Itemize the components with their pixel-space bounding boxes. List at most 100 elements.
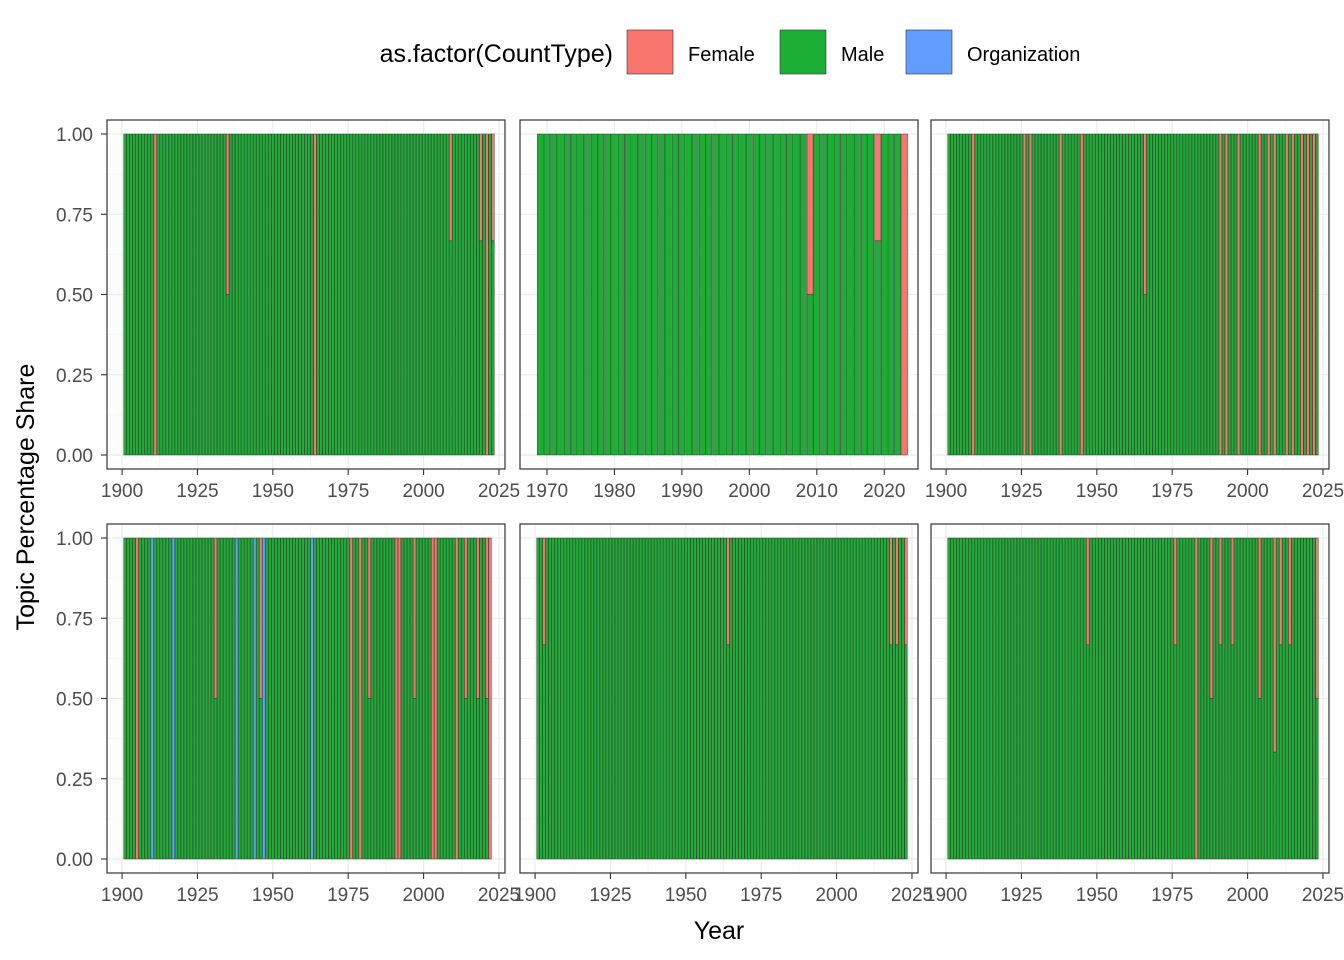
bar-1902-male [539, 537, 543, 860]
bar-1980-male [774, 537, 778, 860]
bar-1912-male [156, 133, 160, 456]
bar-1927-male [614, 537, 619, 860]
legend-key-female [626, 29, 674, 75]
bar-1997-male [825, 537, 830, 860]
bar-1997-male [1236, 537, 1241, 860]
y-tick-label: 0.25 [56, 366, 93, 387]
bar-1919-male [177, 133, 181, 456]
bar-1933-male [219, 133, 224, 456]
bar-1985-male [1200, 537, 1204, 860]
bar-1976-male [1173, 133, 1177, 456]
bar-1930-male [210, 133, 215, 456]
bar-1983-male [370, 537, 374, 860]
bar-1902-male [950, 537, 954, 860]
bar-1947-male [1086, 133, 1090, 456]
bar-1902-male [126, 133, 130, 456]
bar-1963-male [1134, 133, 1138, 456]
bar-1977-male [1176, 537, 1180, 860]
bar-1913-male [983, 133, 987, 456]
bar-1956-male [289, 537, 293, 860]
bar-2018-male [476, 698, 480, 860]
bar-1989-male [671, 133, 679, 456]
bars [123, 537, 492, 860]
bar-1988-female [1209, 537, 1213, 699]
bar-1989-male [1212, 133, 1217, 456]
bar-1926-male [611, 537, 616, 860]
bar-1989-male [388, 133, 393, 456]
bar-1921-male [183, 133, 187, 456]
bar-1906-male [962, 537, 966, 860]
bar-2004-male [847, 537, 851, 860]
x-tick-label: 1925 [1000, 481, 1042, 502]
bar-1911-male [153, 537, 157, 860]
x-tick-label: 1925 [176, 885, 218, 906]
bar-1986-male [651, 133, 659, 456]
bar-2017-male [1297, 133, 1301, 456]
bar-2004-male [773, 133, 780, 456]
bar-2021-female [485, 537, 489, 699]
bar-2018-male [867, 133, 875, 456]
bar-1951-male [1098, 133, 1102, 456]
bar-2022-female [488, 537, 492, 860]
bar-1966-male [319, 133, 323, 456]
bar-1996-male [822, 537, 827, 860]
bar-2019-male [874, 240, 881, 456]
bar-1991-male [807, 537, 812, 860]
bars [536, 133, 908, 456]
bar-2023-male [491, 240, 495, 456]
bar-2010-male [813, 133, 821, 456]
bar-1947-male [262, 133, 266, 456]
bar-1992-male [397, 133, 402, 456]
bar-1966-male [1143, 537, 1147, 860]
y-tick-label: 0.75 [56, 205, 93, 226]
bar-1967-male [322, 537, 326, 860]
bar-1980-male [1185, 133, 1189, 456]
bar-1901-male [536, 537, 540, 860]
bar-2011-male [1279, 133, 1283, 456]
bar-2017-male [860, 133, 868, 456]
bar-1997-male [412, 133, 417, 456]
bar-1990-male [391, 537, 396, 860]
bar-1956-male [702, 537, 706, 860]
bar-1932-male [216, 133, 221, 456]
bar-1952-male [1101, 537, 1105, 860]
x-tick-label: 1950 [1076, 481, 1118, 502]
bar-2020-female [1306, 133, 1310, 456]
legend-key-organization [905, 29, 953, 75]
bar-1932-male [216, 537, 221, 860]
bar-1914-male [575, 537, 579, 860]
facet-panel-5: 1900 1925 1950 1975 2000 2025 [514, 523, 933, 906]
x-tick-label: 1900 [514, 885, 556, 906]
bar-2021-male [1309, 537, 1313, 860]
bar-1978-male [355, 133, 359, 456]
bar-1970-male [1155, 537, 1159, 860]
bar-1984-male [373, 133, 377, 456]
bar-2009-female [449, 133, 453, 242]
bar-1919-male [1001, 537, 1005, 860]
bar-1962-male [307, 537, 311, 860]
bar-1984-male [786, 537, 790, 860]
bar-1916-male [992, 133, 996, 456]
bar-1992-male [1221, 133, 1226, 456]
bar-2007-male [856, 537, 860, 860]
bar-1914-male [986, 537, 990, 860]
bar-1973-male [340, 133, 344, 456]
bar-1982-male [780, 537, 784, 860]
bar-1949-male [681, 537, 685, 860]
bar-1930-male [1034, 133, 1039, 456]
bar-1925-male [1019, 133, 1024, 456]
bar-1991-male [394, 133, 399, 456]
bar-1937-male [1056, 537, 1060, 860]
bar-1978-male [355, 537, 359, 860]
bar-1939-male [238, 133, 242, 456]
bar-2001-male [1249, 133, 1253, 456]
bar-1935-male [226, 537, 230, 860]
bar-1935-female [226, 133, 230, 295]
bar-1979-male [1182, 133, 1186, 456]
bar-1960-male [714, 537, 718, 860]
bar-2003-male [766, 133, 773, 456]
bar-2004-female [1258, 537, 1262, 699]
bar-1939-male [1062, 133, 1066, 456]
bar-1944-male [253, 133, 257, 456]
bar-1945-male [256, 537, 260, 860]
